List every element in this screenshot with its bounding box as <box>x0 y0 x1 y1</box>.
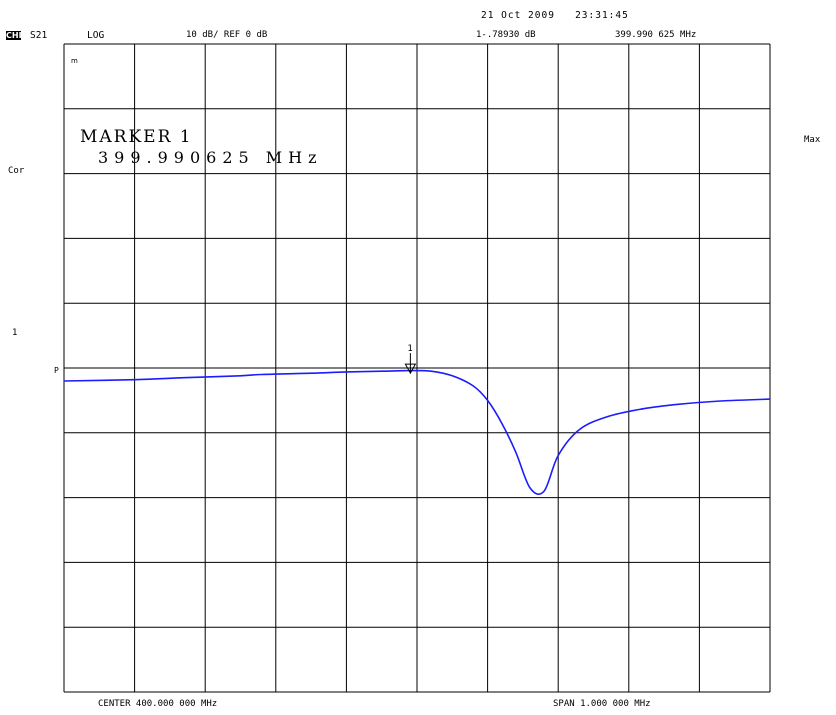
max-label: Max <box>804 135 821 145</box>
scale-label: 10 dB/ REF 0 dB <box>186 30 268 40</box>
correction-label: Cor <box>8 166 25 176</box>
marker-number-label: 1 <box>407 344 412 354</box>
graticule <box>63 43 771 693</box>
center-frequency-label: CENTER 400.000 000 MHz <box>98 699 218 709</box>
reference-position-label: P <box>54 366 59 375</box>
marker-readout-frequency: 399.990 625 MHz <box>615 30 697 40</box>
channel-one-label: 1 <box>12 328 18 338</box>
small-mark-label: m <box>71 57 78 65</box>
marker-1-symbol: 1 <box>404 344 417 375</box>
measurement-trace <box>63 369 771 495</box>
format-label: LOG <box>87 30 105 41</box>
marker-triangle <box>404 363 417 375</box>
channel-indicator: CHI <box>6 31 22 40</box>
span-label: SPAN 1.000 000 MHz <box>553 699 651 709</box>
parameter-label: S21 <box>30 30 48 41</box>
marker-readout-value: 1-.78930 dB <box>476 30 536 40</box>
datetime-label: 21 Oct 2009 23:31:45 <box>481 10 629 21</box>
marker-frequency: 399.990625 MHz <box>98 148 323 167</box>
marker-title: MARKER 1 <box>80 127 193 147</box>
